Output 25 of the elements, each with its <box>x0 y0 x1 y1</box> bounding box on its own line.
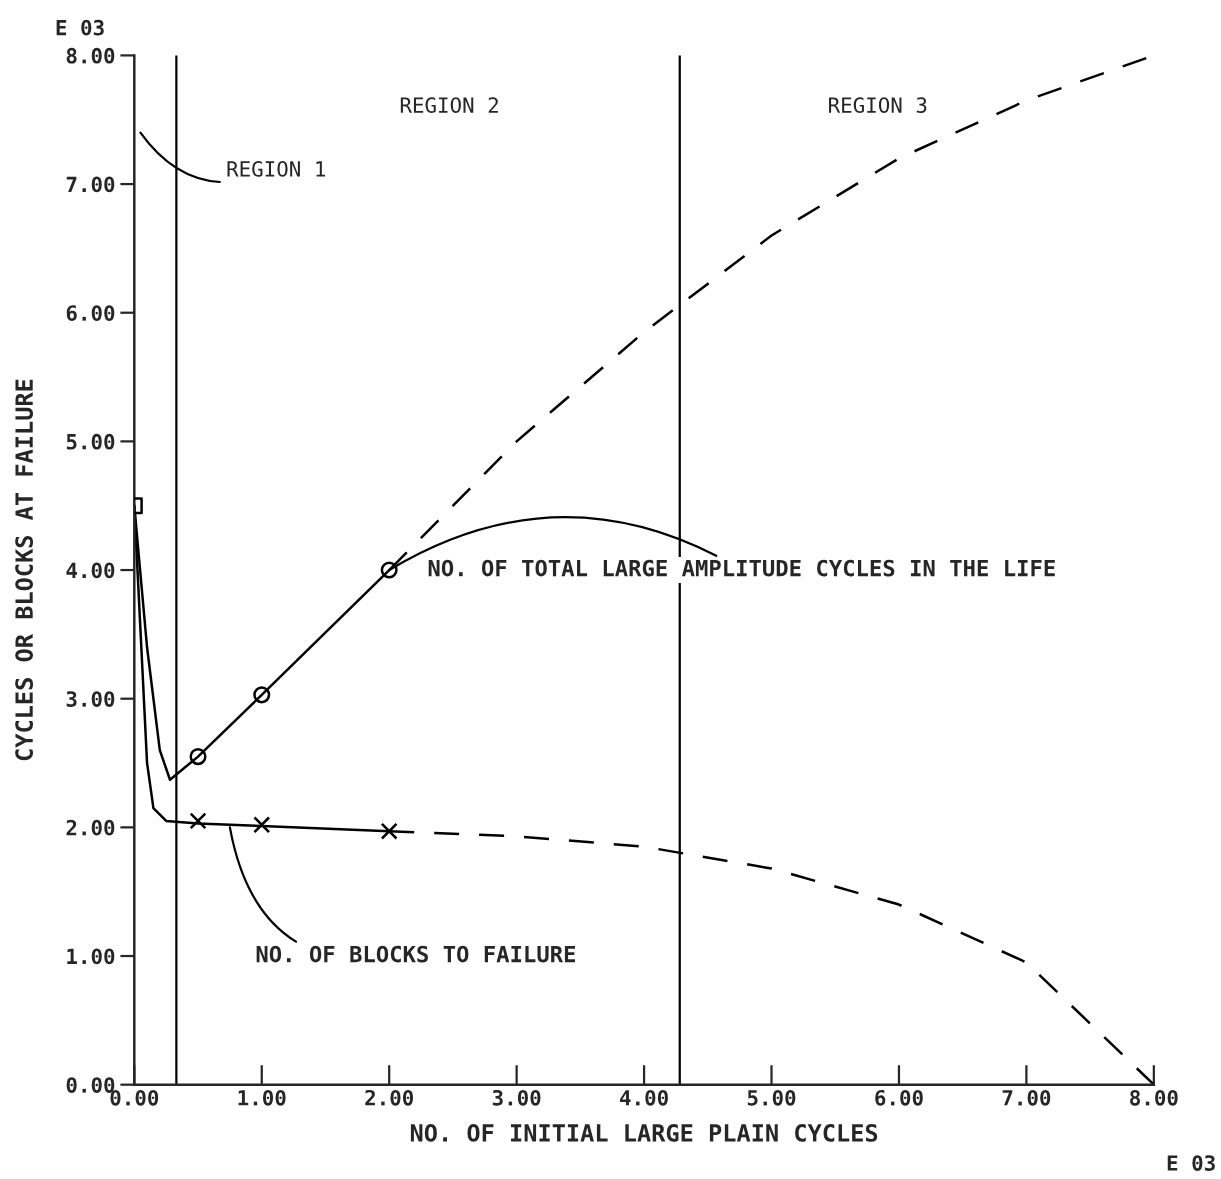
annotation: REGION 1 <box>227 161 325 177</box>
annotation: REGION 2 <box>400 97 498 113</box>
y-tick-label: 7.00 <box>66 176 115 193</box>
annotation: NO. OF BLOCKS TO FAILURE <box>256 945 576 963</box>
x-tick-label: 6.00 <box>875 1089 923 1106</box>
annotation: NO. OF TOTAL LARGE AMPLITUDE CYCLES IN THE LIFE <box>428 559 1055 577</box>
x-tick-label: 5.00 <box>747 1089 796 1106</box>
annotation: REGION 3 <box>829 97 927 113</box>
x-tick-label: 1.00 <box>238 1089 286 1106</box>
x-tick-label: 3.00 <box>492 1089 541 1106</box>
x-tick-label: 4.00 <box>620 1089 668 1106</box>
y-tick-label: 2.00 <box>66 819 115 836</box>
x-tick-label: 8.00 <box>1130 1089 1178 1106</box>
text: E 03 <box>1167 1155 1215 1171</box>
x-axis-title: NO. OF INITIAL LARGE PLAIN CYCLES <box>410 1124 878 1142</box>
text: E 03 <box>56 19 104 36</box>
x-tick-label: 2.00 <box>365 1089 414 1106</box>
y-axis-title: CYCLES OR BLOCKS AT FAILURE <box>15 379 34 761</box>
y-tick-label: 6.00 <box>66 305 115 321</box>
y-tick-label: 3.00 <box>66 691 115 707</box>
x-tick-label: 7.00 <box>1002 1089 1051 1106</box>
y-tick-label: 8.00 <box>66 47 115 64</box>
y-tick-label: 4.00 <box>66 562 115 579</box>
y-tick-label: 5.00 <box>66 433 115 450</box>
y-tick-label: 1.00 <box>67 948 115 965</box>
